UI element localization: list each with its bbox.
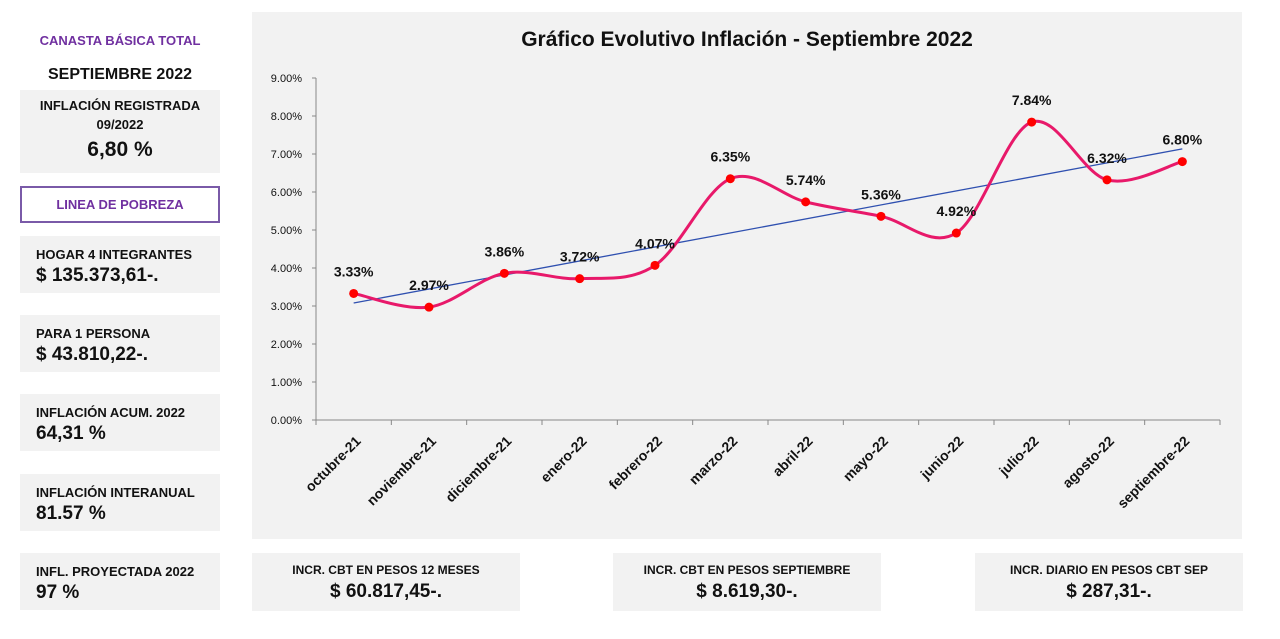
data-label: 6.80% <box>1162 132 1202 148</box>
data-point <box>424 302 434 312</box>
data-label: 5.36% <box>861 186 901 202</box>
stat-label: INFL. PROYECTADA 2022 <box>36 564 195 579</box>
data-label: 5.74% <box>786 172 826 188</box>
stat-value: $ 135.373,61-. <box>36 265 159 286</box>
bottom-card-daily: INCR. DIARIO EN PESOS CBT SEP $ 287,31-. <box>975 553 1243 611</box>
data-point <box>1177 157 1187 167</box>
inflation-label: INFLACIÓN REGISTRADA <box>39 98 201 113</box>
x-tick-label: junio-22 <box>916 433 966 483</box>
data-label: 7.84% <box>1012 92 1052 108</box>
bottom-card-value: $ 8.619,30-. <box>696 581 798 602</box>
inflation-card: INFLACIÓN REGISTRADA 09/2022 6,80 % <box>20 90 220 173</box>
data-label: 3.72% <box>560 249 600 265</box>
data-label: 3.86% <box>484 243 524 259</box>
x-tick-label: febrero-22 <box>605 433 665 493</box>
inflation-date: 09/2022 <box>96 117 144 132</box>
stat-label: INFLACIÓN ACUM. 2022 <box>36 405 186 420</box>
bottom-card-label: INCR. DIARIO EN PESOS CBT SEP <box>1009 563 1209 577</box>
stat-value: $ 43.810,22-. <box>36 344 148 365</box>
y-tick-label: 6.00% <box>271 187 302 199</box>
data-point <box>575 274 585 284</box>
bottom-card-label: INCR. CBT EN PESOS SEPTIEMBRE <box>643 563 851 577</box>
data-point <box>801 197 811 207</box>
data-label: 2.97% <box>409 277 449 293</box>
data-label: 4.07% <box>635 235 675 251</box>
y-tick-label: 2.00% <box>271 339 302 351</box>
chart-panel <box>252 12 1242 539</box>
data-label: 6.32% <box>1087 150 1127 166</box>
x-tick-label: diciembre-21 <box>442 433 515 506</box>
x-tick-label: septiembre-22 <box>1114 433 1193 512</box>
sidebar-title: CANASTA BÁSICA TOTAL <box>39 33 201 48</box>
bottom-card-label: INCR. CBT EN PESOS 12 MESES <box>292 563 480 577</box>
y-tick-label: 8.00% <box>271 111 302 123</box>
bottom-card-value: $ 60.817,45-. <box>330 581 442 602</box>
data-point <box>1102 175 1112 185</box>
x-tick-label: noviembre-21 <box>363 433 439 509</box>
bottom-card-12-months: INCR. CBT EN PESOS 12 MESES $ 60.817,45-… <box>252 553 520 611</box>
poverty-line-header: LINEA DE POBREZA <box>20 186 220 223</box>
data-point <box>951 228 961 238</box>
stat-card-person: PARA 1 PERSONA $ 43.810,22-. <box>20 315 220 372</box>
y-tick-label: 3.00% <box>271 301 302 313</box>
x-tick-label: agosto-22 <box>1059 433 1117 491</box>
x-tick-label: octubre-21 <box>302 433 364 495</box>
y-tick-label: 9.00% <box>271 73 302 85</box>
chart-title: Gráfico Evolutivo Inflación - Septiembre… <box>521 28 973 51</box>
x-tick-label: enero-22 <box>537 433 590 486</box>
stat-value: 81.57 % <box>36 503 106 524</box>
stat-value: 64,31 % <box>36 423 106 444</box>
x-tick-label: julio-22 <box>995 433 1042 480</box>
stat-card-household: HOGAR 4 INTEGRANTES $ 135.373,61-. <box>20 236 220 293</box>
y-tick-label: 7.00% <box>271 149 302 161</box>
data-label: 4.92% <box>936 203 976 219</box>
trendline <box>353 148 1183 304</box>
data-point <box>876 211 886 221</box>
data-point <box>725 174 735 184</box>
data-point <box>499 268 509 278</box>
stat-card-projected: INFL. PROYECTADA 2022 97 % <box>20 553 220 610</box>
stat-card-accumulated: INFLACIÓN ACUM. 2022 64,31 % <box>20 394 220 451</box>
y-tick-label: 4.00% <box>271 263 302 275</box>
y-tick-label: 5.00% <box>271 225 302 237</box>
x-tick-label: marzo-22 <box>686 433 741 488</box>
inflation-value: 6,80 % <box>87 138 153 161</box>
data-point <box>349 288 359 298</box>
data-label: 6.35% <box>710 149 750 165</box>
y-tick-label: 0.00% <box>271 415 302 427</box>
stat-label: INFLACIÓN INTERANUAL <box>36 485 195 500</box>
stat-label: PARA 1 PERSONA <box>36 326 151 341</box>
y-tick-label: 1.00% <box>271 377 302 389</box>
bottom-card-value: $ 287,31-. <box>1066 581 1152 602</box>
data-point <box>1027 117 1037 127</box>
x-tick-label: mayo-22 <box>840 433 892 485</box>
data-label: 3.33% <box>334 263 374 279</box>
period-label: SEPTIEMBRE 2022 <box>47 66 193 83</box>
x-tick-label: abril-22 <box>769 433 816 480</box>
data-point <box>650 260 660 270</box>
stat-card-interannual: INFLACIÓN INTERANUAL 81.57 % <box>20 474 220 531</box>
stat-value: 97 % <box>36 582 80 603</box>
stat-label: HOGAR 4 INTEGRANTES <box>36 247 193 262</box>
bottom-card-september: INCR. CBT EN PESOS SEPTIEMBRE $ 8.619,30… <box>613 553 881 611</box>
